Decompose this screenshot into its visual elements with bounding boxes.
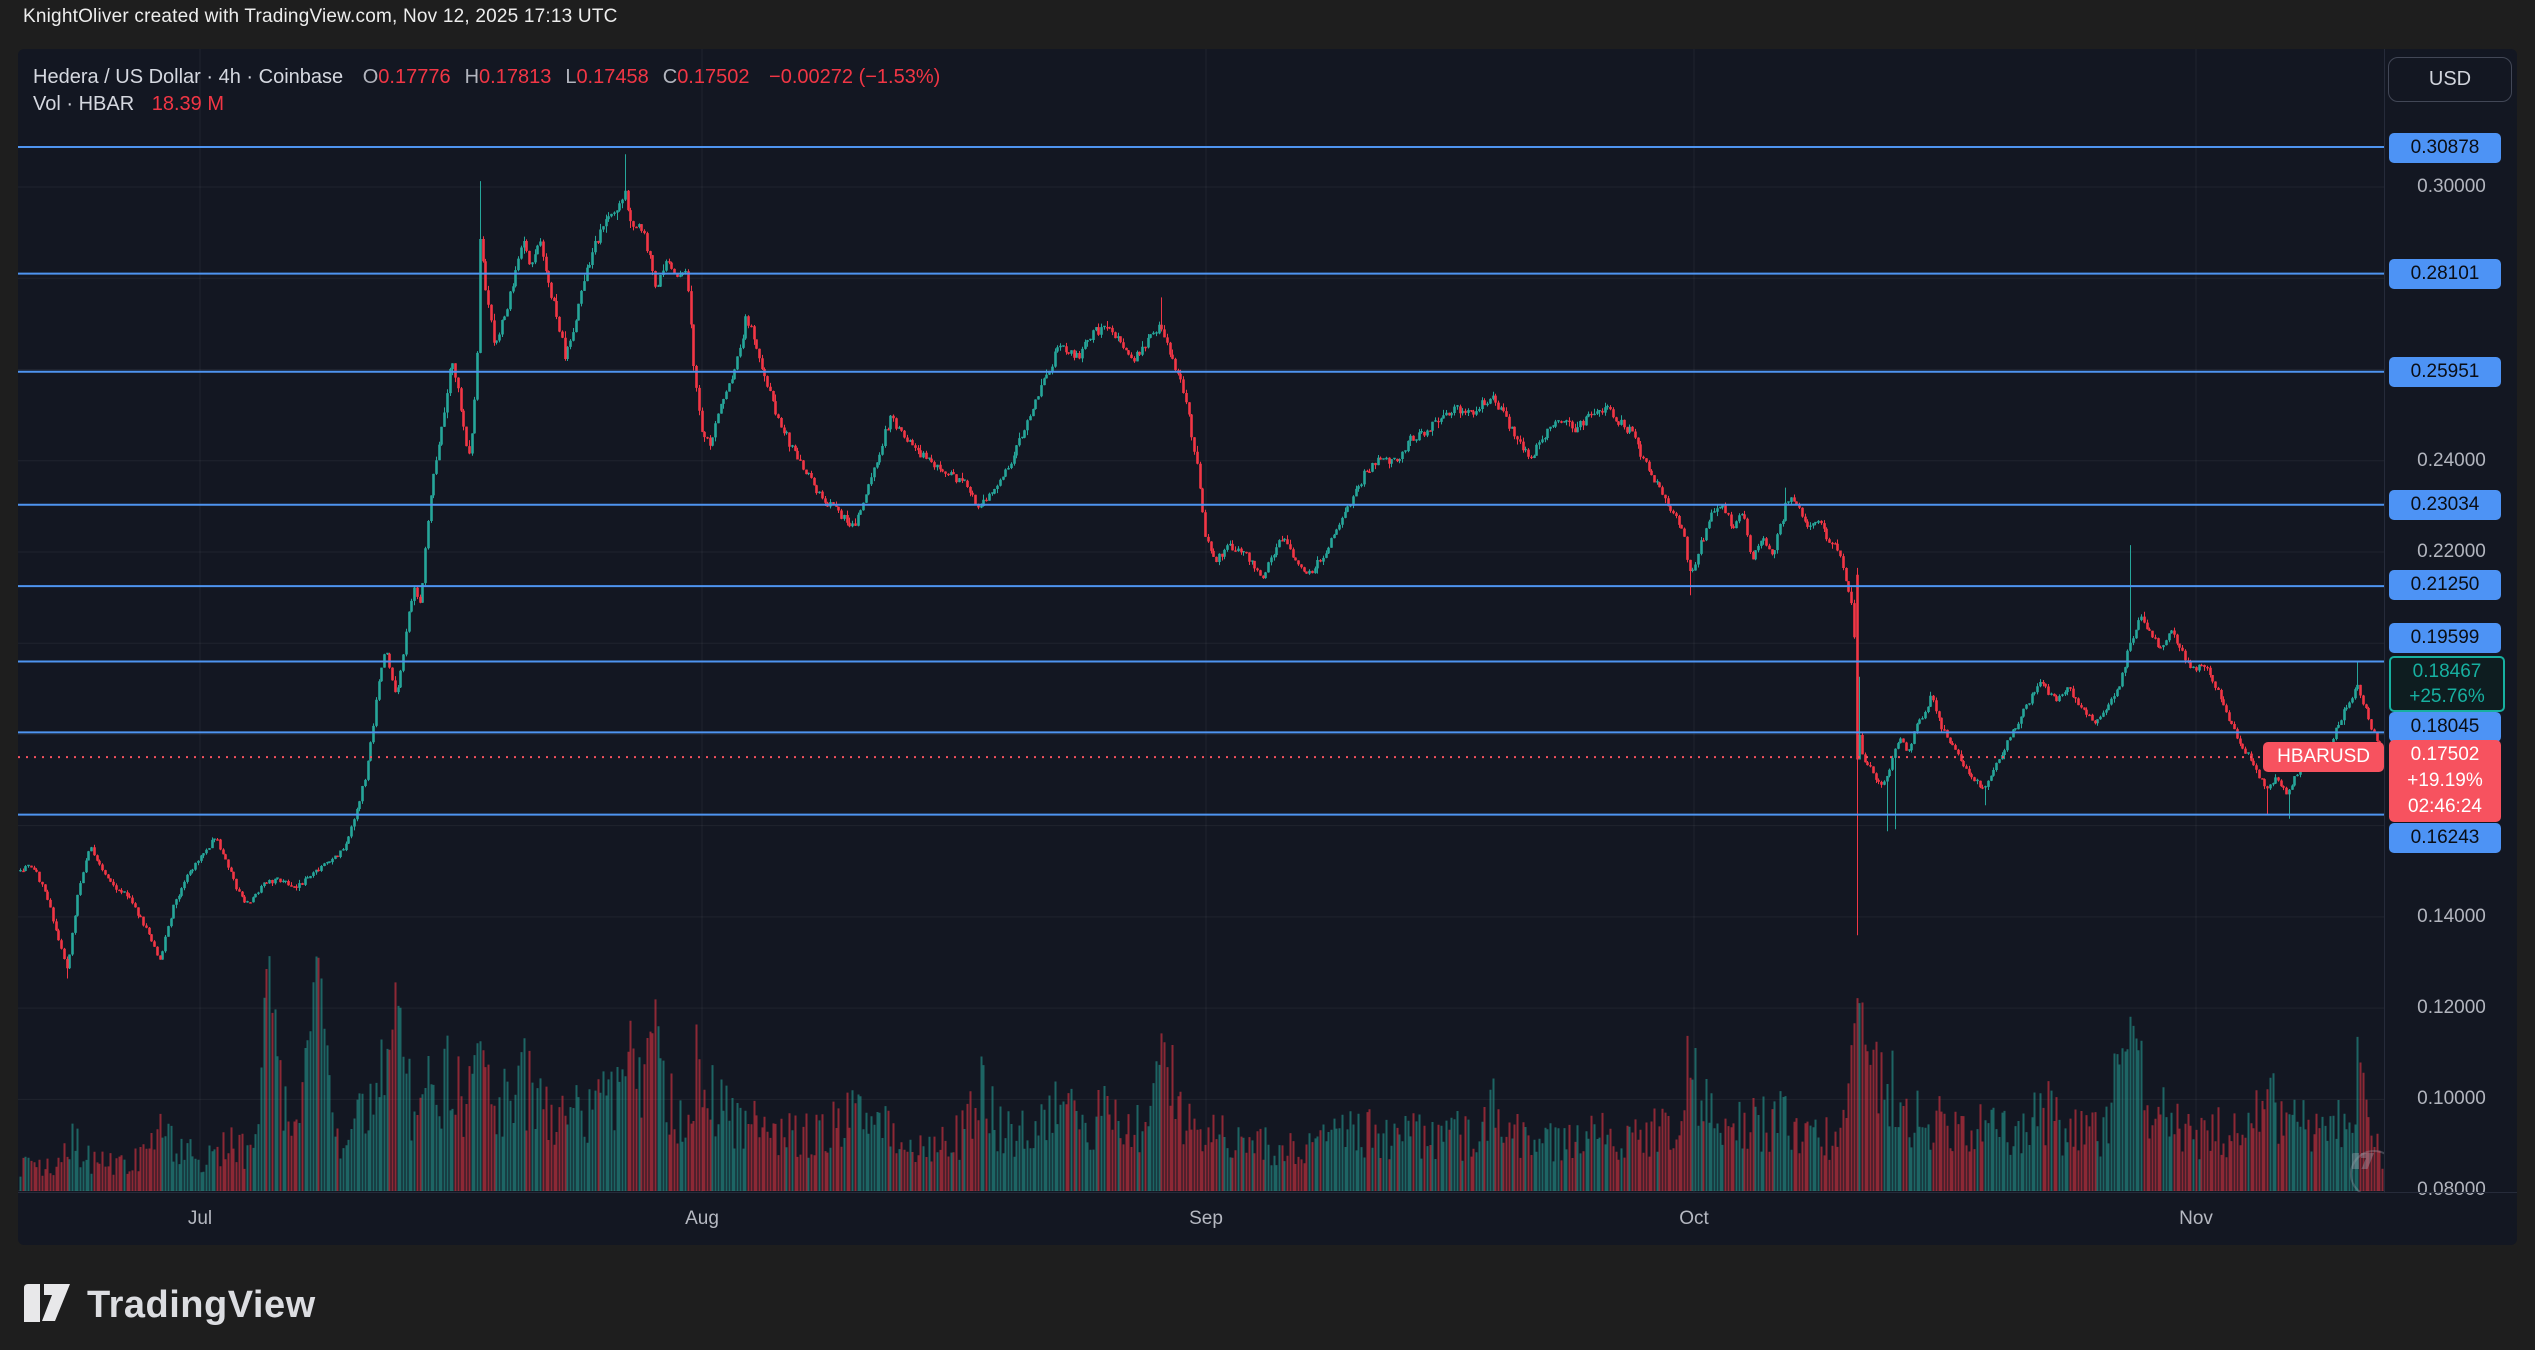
price-tick-label: 0.22000 [2417,540,2486,562]
tradingview-logo-text: TradingView [87,1283,316,1326]
currency-toggle-button[interactable]: USD [2388,57,2512,102]
ohlc-value: 0.17776 [378,66,451,88]
legend-volume-label: Vol · HBAR [33,93,135,115]
tradingview-logo-icon [24,1284,70,1322]
month-label: Jul [187,1208,213,1229]
month-label: Oct [1679,1208,1709,1229]
chart-pane[interactable]: HBARUSD [18,49,2384,1192]
last-price-symbol-label: HBARUSD [2263,742,2384,773]
range-change-pct: +25.76% [2409,686,2485,707]
ohlc-value: 0.17813 [479,66,552,88]
level-price-badge: 0.16243 [2389,823,2501,853]
legend-ohlc: O0.17776 H0.17813 L0.17458 C0.17502 [349,66,750,88]
tradingview-watermark-icon [2350,1150,2384,1192]
candlestick-plot[interactable] [18,49,2384,1192]
price-tick-label: 0.08000 [2417,1178,2486,1200]
level-price-badge: 0.23034 [2389,490,2501,520]
price-tick-label: 0.24000 [2417,449,2486,471]
price-tick-label: 0.14000 [2417,905,2486,927]
price-tick-label: 0.12000 [2417,997,2486,1019]
legend-row-volume[interactable]: Vol · HBAR 18.39 M [33,91,940,118]
month-label: Nov [2179,1208,2213,1229]
level-price-badge: 0.18045 [2389,712,2501,742]
ohlc-value: 0.17502 [677,66,750,88]
range-price: 0.18467 [2412,661,2482,682]
ohlc-key: H [464,66,480,88]
legend-row-symbol[interactable]: Hedera / US Dollar · 4h · Coinbase O0.17… [33,64,940,91]
level-price-badge: 0.19599 [2389,623,2501,653]
time-axis[interactable]: Jul Aug Sep Oct Nov [18,1192,2517,1245]
legend: Hedera / US Dollar · 4h · Coinbase O0.17… [33,64,940,118]
ohlc-value: 0.17458 [576,66,649,88]
price-axis[interactable]: 0.30000 0.24000 0.22000 0.14000 0.12000 0.100… [2384,49,2517,1200]
ohlc-key: C [662,66,678,88]
month-label: Aug [685,1208,719,1229]
chart-widget: HBARUSD Hedera / US Dollar · 4h · Coinba… [18,49,2517,1245]
level-price-badge: 0.28101 [2389,259,2501,289]
legend-symbol-title[interactable]: Hedera / US Dollar · 4h · Coinbase [33,66,344,88]
attribution-text: KnightOliver created with TradingView.co… [23,6,618,27]
tradingview-logo[interactable]: TradingView [23,1283,316,1327]
last-price: 0.17502 [2410,744,2480,765]
price-tick-label: 0.10000 [2417,1088,2486,1110]
price-tick-label: 0.30000 [2417,176,2486,197]
bar-countdown: 02:46:24 [2408,796,2482,817]
last-price-badge: 0.17502 +19.19% 02:46:24 [2389,740,2501,822]
range-badge: 0.18467 +25.76% [2389,656,2505,712]
last-price-change-pct: +19.19% [2407,770,2483,791]
level-price-badge: 0.25951 [2389,357,2501,387]
legend-volume-value: 18.39 M [151,93,224,115]
month-label: Sep [1189,1208,1223,1229]
legend-change: −0.00272 (−1.53%) [769,66,941,88]
ohlc-key: O [362,66,379,88]
level-price-badge: 0.21250 [2389,570,2501,600]
level-price-badge: 0.30878 [2389,133,2501,163]
ohlc-key: L [565,66,577,88]
